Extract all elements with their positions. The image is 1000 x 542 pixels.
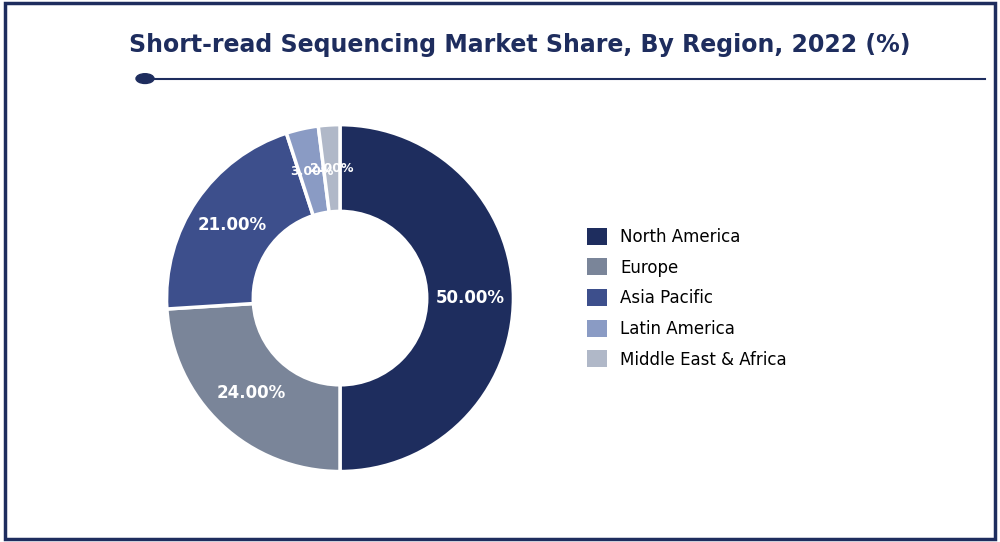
Wedge shape xyxy=(318,125,340,212)
Text: PRECEDENCE: PRECEDENCE xyxy=(28,47,110,57)
Wedge shape xyxy=(167,133,313,309)
Text: 50.00%: 50.00% xyxy=(436,289,505,307)
Legend: North America, Europe, Asia Pacific, Latin America, Middle East & Africa: North America, Europe, Asia Pacific, Lat… xyxy=(587,228,787,369)
Text: RESEARCH: RESEARCH xyxy=(36,82,102,92)
Text: 24.00%: 24.00% xyxy=(216,384,286,402)
Text: Short-read Sequencing Market Share, By Region, 2022 (%): Short-read Sequencing Market Share, By R… xyxy=(129,33,911,56)
Text: 21.00%: 21.00% xyxy=(198,216,267,234)
Text: 3.00%: 3.00% xyxy=(290,165,333,178)
Wedge shape xyxy=(340,125,513,472)
Wedge shape xyxy=(286,126,329,216)
Wedge shape xyxy=(167,304,340,472)
Text: 2.00%: 2.00% xyxy=(310,162,354,175)
